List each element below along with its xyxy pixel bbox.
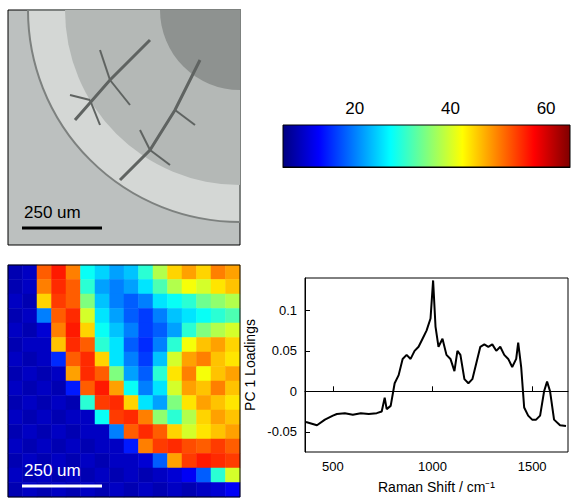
svg-text:0: 0 xyxy=(290,384,297,399)
svg-text:60: 60 xyxy=(537,99,556,118)
svg-text:1000: 1000 xyxy=(418,459,447,474)
svg-text:250 um: 250 um xyxy=(24,203,81,222)
svg-text:0.1: 0.1 xyxy=(279,303,297,318)
svg-text:20: 20 xyxy=(345,99,364,118)
svg-text:500: 500 xyxy=(322,459,344,474)
svg-text:Raman Shift / cm⁻¹: Raman Shift / cm⁻¹ xyxy=(378,479,495,495)
svg-text:PC 1 Loadings: PC 1 Loadings xyxy=(242,319,258,411)
svg-text:-0.05: -0.05 xyxy=(267,424,297,439)
svg-text:40: 40 xyxy=(441,99,460,118)
svg-text:1500: 1500 xyxy=(518,459,547,474)
svg-text:0.05: 0.05 xyxy=(272,343,297,358)
svg-text:250 um: 250 um xyxy=(24,461,81,480)
